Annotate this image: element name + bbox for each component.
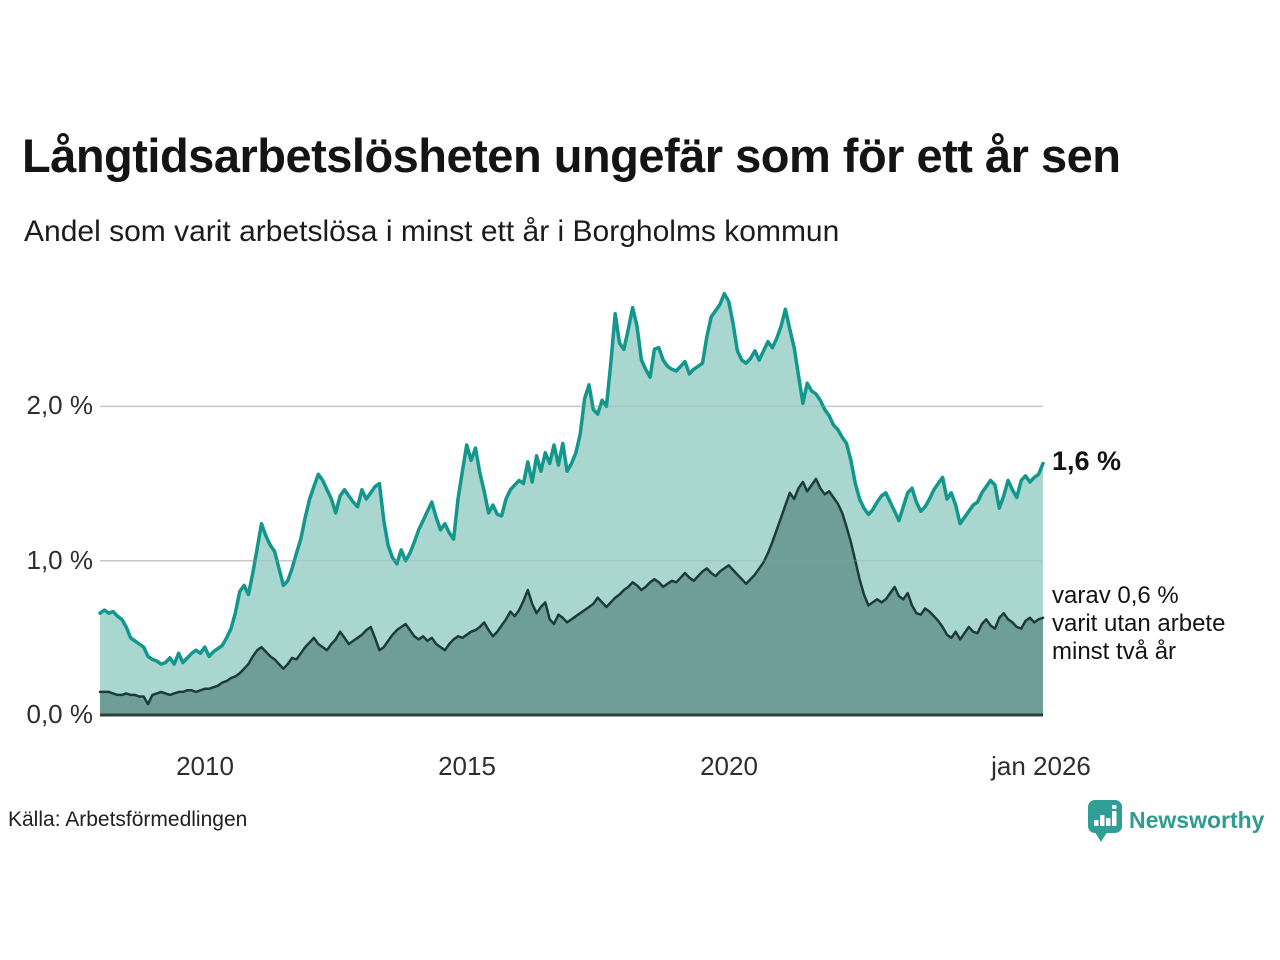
x-axis-tick-2015: 2015 xyxy=(438,751,496,781)
x-axis-tick-2010: 2010 xyxy=(176,751,234,781)
y-axis-tick-0pct: 0,0 % xyxy=(26,699,94,729)
x-axis-tick-jan-2026: jan 2026 xyxy=(991,751,1091,781)
newsworthy-logo-text: Newsworthy xyxy=(1129,807,1265,833)
source-credit: Källa: Arbetsförmedlingen xyxy=(8,808,248,831)
y-axis-tick-1pct: 1,0 % xyxy=(26,545,94,575)
secondary-value-label: varav 0,6 % varit utan arbete minst två … xyxy=(1052,582,1226,665)
latest-value-label: 1,6 % xyxy=(1052,446,1122,476)
page-title: Långtidsarbetslösheten ungefär som för e… xyxy=(22,129,1121,182)
x-axis-tick-2020: 2020 xyxy=(700,751,758,781)
newsworthy-bubble-chart-icon xyxy=(1088,800,1122,842)
y-axis-tick-2pct: 2,0 % xyxy=(26,390,94,420)
newsworthy-logo-link[interactable]: Newsworthy xyxy=(1088,800,1264,848)
chart-subtitle: Andel som varit arbetslösa i minst ett å… xyxy=(24,215,840,248)
